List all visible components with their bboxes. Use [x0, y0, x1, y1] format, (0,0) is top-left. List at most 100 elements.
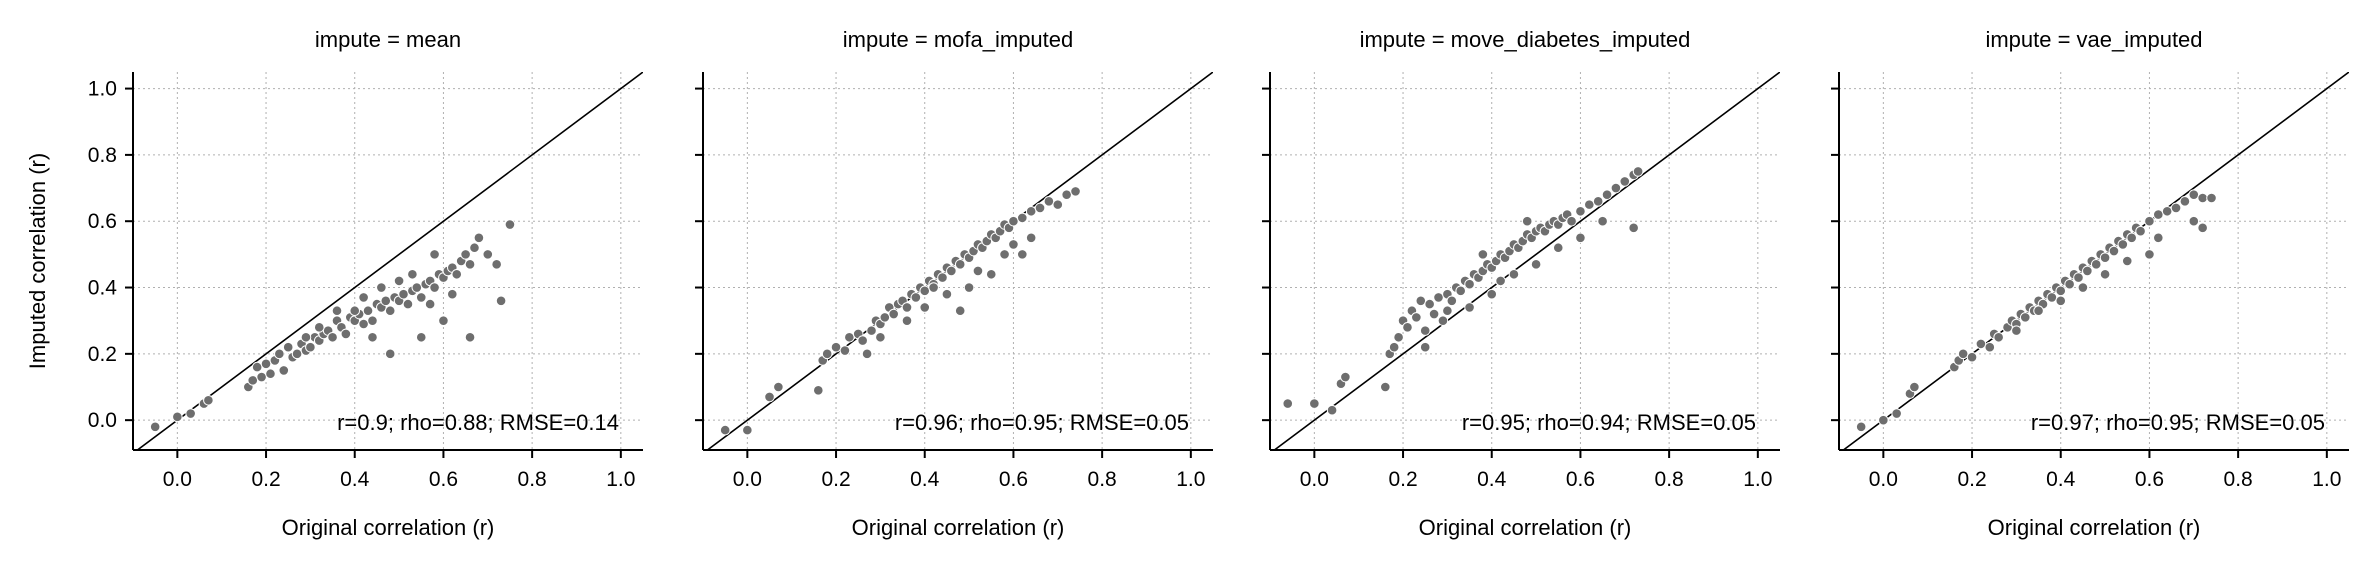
data-point-1: [1309, 398, 1320, 409]
data-point-62: [1464, 302, 1475, 313]
data-point-8: [839, 345, 851, 356]
data-point-65: [1477, 249, 1489, 260]
data-point-4: [1340, 371, 1351, 383]
data-point-8: [256, 371, 267, 383]
data-point-58: [482, 249, 494, 260]
data-point-48: [1575, 205, 1586, 217]
y-tick-label: 0.4: [88, 277, 118, 300]
data-point-45: [1017, 212, 1028, 224]
data-point-1: [742, 424, 753, 436]
data-point-0: [1855, 421, 1867, 433]
data-point-8: [1966, 351, 1978, 363]
y-tick-label: 0.8: [88, 144, 117, 167]
data-point-49: [2188, 189, 2200, 200]
data-point-54: [460, 249, 471, 260]
data-point-46: [1025, 205, 1037, 217]
data-point-9: [260, 358, 272, 370]
data-point-0: [1282, 398, 1294, 409]
data-point-46: [2161, 205, 2173, 217]
x-tick-label: 0.0: [1300, 468, 1329, 491]
data-point-60: [2033, 305, 2044, 317]
data-point-10: [1984, 341, 1996, 353]
points: [149, 219, 516, 433]
data-point-27: [2064, 278, 2075, 290]
data-point-57: [919, 302, 931, 313]
data-point-65: [367, 331, 378, 343]
data-point-12: [274, 348, 285, 360]
data-point-49: [1052, 199, 1064, 210]
data-point-77: [407, 268, 418, 280]
x-tick-label: 0.4: [910, 468, 940, 491]
data-point-1: [172, 411, 183, 423]
data-point-11: [857, 335, 868, 346]
data-point-55: [2121, 255, 2133, 267]
data-point-51: [1070, 186, 1081, 197]
x-tick-label: 0.2: [821, 468, 850, 491]
x-tick-label: 1.0: [1743, 468, 1772, 491]
data-point-63: [415, 331, 427, 343]
x-tick-label: 0.6: [1566, 468, 1595, 491]
data-point-48: [2179, 196, 2191, 207]
stats-annotation: r=0.9; rho=0.88; RMSE=0.14: [337, 410, 619, 435]
data-point-57: [473, 232, 485, 244]
data-point-12: [1411, 312, 1422, 323]
data-point-37: [2108, 245, 2120, 257]
data-point-2: [185, 408, 196, 419]
data-point-51: [1601, 189, 1613, 200]
data-point-48: [1043, 196, 1055, 207]
data-point-4: [1909, 381, 1920, 393]
data-point-10: [1402, 322, 1413, 333]
x-tick-label: 0.0: [733, 468, 762, 491]
data-point-17: [2019, 312, 2031, 323]
panel-2: 0.0 0.2 0.4 0.6 0.8 1.0 impute = mofa_imputed O…: [695, 27, 1213, 540]
data-point-47: [1566, 215, 1577, 227]
data-point-49: [1584, 199, 1595, 210]
x-tick-label: 0.8: [1088, 468, 1117, 491]
points: [1282, 166, 1644, 416]
data-point-41: [402, 298, 414, 310]
data-point-41: [2126, 232, 2137, 244]
data-point-17: [888, 308, 899, 320]
data-point-58: [1486, 288, 1498, 300]
data-point-43: [2135, 225, 2146, 237]
data-point-5: [1380, 381, 1391, 393]
data-point-6: [821, 348, 833, 360]
data-point-15: [1424, 298, 1435, 310]
data-point-9: [844, 331, 855, 343]
data-point-61: [1552, 242, 1564, 254]
data-point-53: [963, 282, 975, 293]
data-point-25: [2055, 285, 2067, 297]
y-tick-label: 0.2: [88, 343, 117, 366]
data-point-64: [384, 348, 396, 360]
x-tick-label: 0.4: [1477, 468, 1507, 491]
data-point-68: [313, 322, 325, 333]
data-point-0: [149, 421, 161, 433]
data-point-2: [764, 391, 775, 403]
x-tick-label: 0.8: [2224, 468, 2253, 491]
data-point-66: [1521, 215, 1533, 227]
x-axis-label: Original correlation (r): [282, 515, 495, 540]
data-point-64: [875, 331, 886, 343]
x-tick-label: 0.8: [518, 468, 547, 491]
x-tick-label: 0.2: [251, 468, 280, 491]
y-axis-label: Imputed correlation (r): [25, 153, 50, 369]
data-point-29: [2073, 272, 2084, 283]
data-point-43: [411, 282, 423, 293]
data-point-37: [384, 305, 396, 317]
data-point-14: [282, 341, 294, 353]
panel-1: 0.0 0.2 0.4 0.6 0.8 1.0 0.0 0.2 0.4 0.6 0.8 1.0 impu…: [25, 27, 643, 540]
data-point-36: [380, 295, 392, 307]
data-point-62: [464, 331, 476, 343]
data-point-59: [1508, 268, 1520, 280]
data-point-13: [1415, 295, 1427, 307]
panel-title: impute = mofa_imputed: [843, 27, 1074, 52]
data-point-61: [504, 219, 516, 230]
data-point-64: [1419, 341, 1431, 353]
x-tick-label: 0.0: [1869, 468, 1898, 491]
x-tick-label: 1.0: [1176, 468, 1205, 491]
data-point-63: [928, 282, 939, 293]
data-point-7: [251, 361, 263, 373]
data-point-57: [1495, 275, 1506, 287]
data-point-67: [331, 305, 343, 317]
x-tick-label: 0.6: [999, 468, 1028, 491]
